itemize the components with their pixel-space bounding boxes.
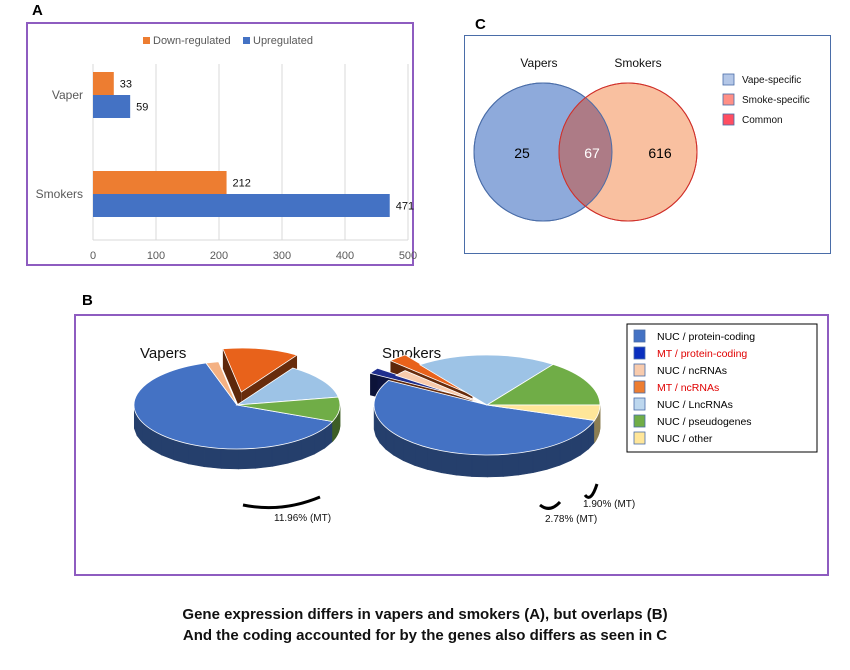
pie-slice: [133, 362, 334, 450]
annotation-brace: [539, 500, 562, 510]
panel-a-letter: A: [32, 2, 43, 19]
pie-slice: [235, 367, 339, 406]
venn-legend-label: Vape-specific: [742, 75, 801, 86]
pie-slice-side: [456, 452, 473, 477]
pie-slice-side: [204, 446, 222, 469]
category-label: Smokers: [36, 187, 83, 201]
pie-legend-swatch: [633, 414, 646, 428]
x-tick-label: 0: [90, 250, 96, 262]
venn-legend-label: Smoke-specific: [742, 95, 810, 106]
venn-set-label-vapers: Vapers: [520, 56, 557, 70]
figure-caption: Gene expression differs in vapers and sm…: [0, 604, 850, 646]
bar: [93, 194, 390, 217]
pie-slice: [373, 380, 596, 456]
pie-legend-label: NUC / LncRNAs: [657, 399, 733, 411]
panel-c-letter: C: [475, 16, 486, 33]
annotation-brace: [242, 495, 321, 510]
venn-legend-label: Common: [742, 115, 783, 126]
bar-value-label: 33: [120, 79, 132, 91]
caption-line-2: And the coding accounted for by the gene…: [182, 627, 668, 644]
venn-outline-vapers: [473, 82, 613, 222]
pie-slice: [418, 354, 555, 406]
pie-legend-label: MT / protein-coding: [657, 348, 747, 360]
venn-value-smokers-only: 616: [648, 145, 672, 161]
pie-annotation: 11.96% (MT): [274, 513, 331, 524]
pie-annotation: 1.90% (MT): [583, 499, 635, 510]
pie-slice-side: [255, 446, 273, 469]
venn-legend-swatch: [722, 73, 735, 86]
pie-slice-side: [332, 419, 334, 443]
pie-slice: [236, 396, 341, 422]
venn-value-vapers-only: 25: [514, 145, 530, 161]
pie-legend-frame: [626, 323, 818, 453]
legend-swatch-1: [243, 37, 250, 44]
bar: [93, 171, 227, 194]
venn-legend-swatch: [722, 113, 735, 126]
pie-slice-side: [532, 446, 548, 474]
pie-slice: [389, 354, 473, 396]
caption-line-1: Gene expression differs in vapers and sm…: [182, 606, 668, 623]
venn-set-label-smokers: Smokers: [614, 56, 661, 70]
x-tick-label: 500: [399, 250, 417, 262]
pie-legend-swatch: [633, 397, 646, 411]
pie-slice-side: [427, 447, 442, 474]
pie-title: Vapers: [140, 345, 186, 362]
x-tick-label: 200: [210, 250, 228, 262]
pie-slice-side: [238, 447, 256, 470]
pie-slice-side: [271, 442, 289, 467]
pie-legend-swatch: [633, 346, 646, 360]
legend-label-0: Down-regulated: [153, 35, 231, 47]
bar: [93, 95, 131, 118]
pie-slice: [394, 370, 488, 406]
pie-legend-label: MT / ncRNAs: [657, 382, 719, 394]
pie-slice-side: [502, 452, 519, 477]
pie-slice-side: [220, 448, 239, 470]
panel-a-frame: [26, 22, 414, 266]
x-tick-label: 400: [336, 250, 354, 262]
pie-slice-side: [441, 450, 457, 476]
venn-value-intersection: 67: [584, 145, 600, 161]
pie-slice: [486, 404, 601, 421]
x-tick-label: 300: [273, 250, 291, 262]
pie-slice-side: [487, 454, 504, 478]
pie-slice-side: [518, 450, 534, 476]
venn-intersection: [559, 83, 612, 221]
pie-legend-label: NUC / protein-coding: [657, 331, 755, 343]
venn-outline-smokers: [558, 82, 698, 222]
pie-slice-side: [188, 443, 205, 468]
pie-legend-swatch: [633, 363, 646, 377]
pie-annotation: 2.78% (MT): [545, 514, 597, 525]
legend-label-1: Upregulated: [253, 35, 313, 47]
pie-legend-swatch: [633, 329, 646, 343]
pie-legend-label: NUC / ncRNAs: [657, 365, 727, 377]
annotation-brace: [583, 483, 599, 499]
pie-legend-swatch: [633, 431, 646, 445]
bar-value-label: 471: [396, 201, 414, 213]
pie-slice: [222, 347, 298, 393]
pie-legend-label: NUC / other: [657, 433, 713, 445]
pie-slice-side: [471, 454, 488, 478]
bar-value-label: 212: [233, 178, 251, 190]
pie-legend-label: NUC / pseudogenes: [657, 416, 752, 428]
venn-legend-swatch: [722, 93, 735, 106]
legend-swatch-0: [143, 37, 150, 44]
pie-legend-swatch: [633, 380, 646, 394]
pie-slice: [205, 361, 238, 406]
pie-slice-wall: [222, 348, 242, 413]
panel-b-letter: B: [82, 292, 93, 309]
pie-slice: [485, 363, 601, 406]
bar-value-label: 59: [136, 102, 148, 114]
x-tick-label: 100: [147, 250, 165, 262]
bar: [93, 72, 114, 95]
category-label: Vaper: [52, 88, 83, 102]
